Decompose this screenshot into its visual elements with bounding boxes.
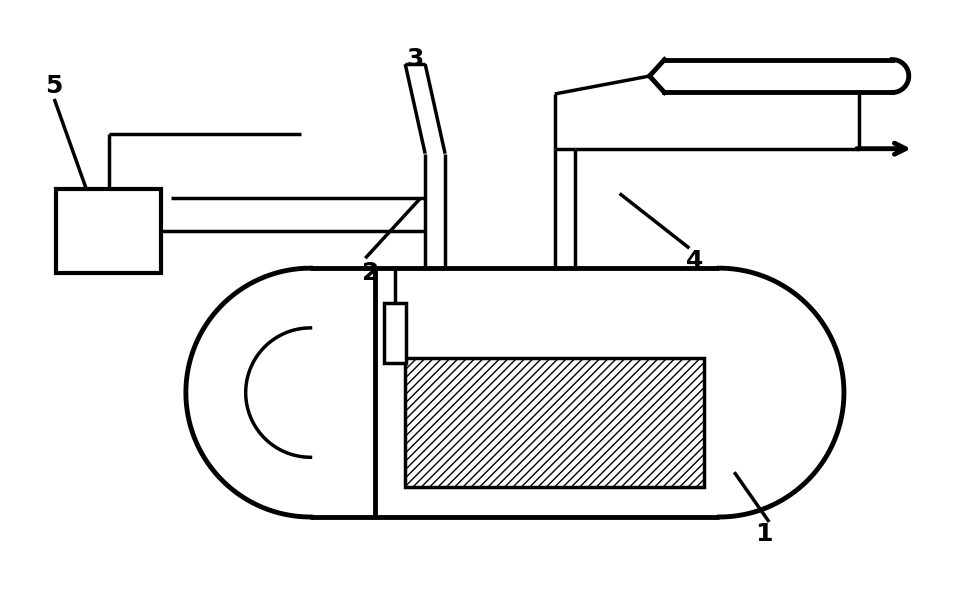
Bar (56, 189, 161, 273)
Text: 1: 1 (755, 522, 773, 546)
Bar (384, 303, 406, 363)
Text: 5: 5 (45, 74, 63, 98)
Bar (405, 358, 704, 487)
Text: 3: 3 (406, 47, 424, 71)
Text: 4: 4 (686, 249, 703, 273)
Text: 2: 2 (362, 261, 379, 285)
